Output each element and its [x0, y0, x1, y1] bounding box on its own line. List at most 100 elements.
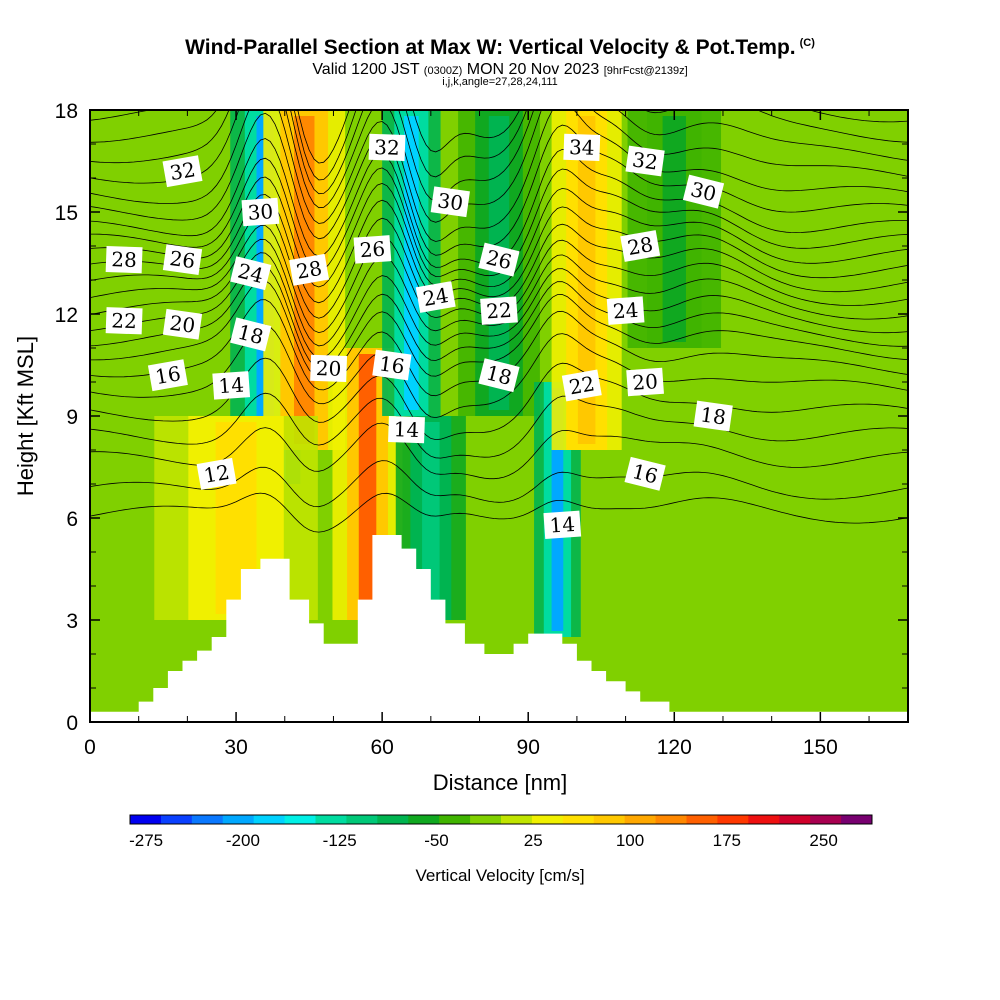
contour-label-text: 16 — [630, 459, 661, 488]
x-tick-label: 150 — [803, 736, 838, 759]
contour-label-text: 18 — [484, 360, 515, 389]
contour-label-text: 22 — [485, 298, 512, 324]
colorbar-label: -50 — [424, 831, 449, 850]
contour-label-text: 24 — [235, 258, 266, 287]
theta-contour-30 — [90, 110, 908, 242]
contour-label-bg — [105, 307, 143, 335]
contour-label-text: 34 — [569, 135, 595, 160]
theta-contour-16 — [90, 357, 908, 441]
contour-label-bg — [543, 510, 582, 540]
colorbar-swatch — [191, 815, 224, 824]
valid-utc: (0300Z) — [423, 65, 463, 77]
contour-label-text: 20 — [168, 311, 197, 338]
theta-contour-15 — [90, 392, 908, 459]
contour-label-text: 20 — [315, 356, 341, 381]
y-tick-label: 0 — [66, 712, 78, 735]
contour-label-bg — [415, 281, 456, 313]
theta-contour-31 — [90, 110, 908, 223]
contour-label-17: 22 — [105, 307, 143, 335]
contour-label-bg — [606, 296, 645, 325]
contour-label-9: 26 — [478, 242, 520, 277]
contour-label-bg — [624, 456, 666, 491]
y-tick-label: 9 — [66, 406, 78, 429]
terrain-shape — [90, 535, 908, 722]
contour-label-bg — [353, 235, 392, 264]
contour-label-bg — [372, 349, 412, 381]
contour-label-text: 26 — [359, 237, 386, 263]
contour-label-text: 30 — [688, 177, 719, 206]
theta-contour-12 — [90, 492, 908, 533]
index-line: i,j,k,angle=27,28,24,111 — [442, 76, 558, 88]
contour-label-text: 16 — [378, 351, 407, 378]
contour-label-15: 28 — [620, 230, 661, 262]
contour-label-bg — [230, 256, 272, 291]
contour-label-21: 14 — [212, 371, 251, 400]
velocity-band-core-4 — [422, 422, 440, 614]
colorbar-swatch — [160, 815, 193, 824]
contour-label-8: 30 — [430, 186, 470, 218]
y-tick-label: 6 — [66, 508, 78, 531]
velocity-band-core-3 — [404, 116, 419, 410]
colorbar-swatch — [501, 815, 533, 824]
theta-contour-19 — [90, 280, 908, 379]
theta-contour-22 — [90, 238, 908, 347]
contour-label-27: 14 — [388, 415, 425, 444]
theta-contour-34 — [90, 110, 908, 164]
contour-label-bg — [625, 145, 665, 177]
vertical-velocity-fill — [90, 110, 908, 722]
colorbar-swatch — [686, 815, 718, 824]
y-tick-label: 12 — [55, 304, 78, 327]
x-tick-label: 0 — [84, 736, 96, 759]
contour-label-text: 24 — [421, 283, 450, 311]
contour-label-bg — [162, 244, 203, 275]
contour-label-0: 32 — [162, 155, 203, 188]
contour-label-31: 14 — [543, 510, 582, 540]
contour-label-text: 22 — [567, 371, 596, 399]
contour-label-18: 20 — [162, 308, 203, 340]
colorbar-frame — [129, 814, 873, 825]
contour-label-text: 28 — [111, 247, 137, 272]
theta-contour-17 — [90, 324, 908, 419]
colorbar-swatch — [779, 815, 811, 824]
theta-contour-29 — [90, 112, 908, 256]
colorbar-swatch — [377, 815, 409, 824]
colorbar-label: -200 — [226, 831, 260, 850]
x-tick-label: 120 — [657, 736, 692, 759]
colorbar-swatch — [562, 815, 595, 824]
contour-label-bg — [105, 245, 143, 274]
axes: 0 30 60 90 120 150 0 3 6 9 12 15 18 — [55, 100, 908, 759]
contour-label-bg — [241, 197, 280, 227]
colorbar-swatch — [624, 815, 657, 824]
contour-label-bg — [230, 317, 272, 352]
contour-label-text: 32 — [631, 147, 660, 174]
chart-title-text: Wind-Parallel Section at Max W: Vertical… — [185, 36, 796, 59]
contour-labels: 32 30 28 26 24 28 26 32 30 26 24 22 34 32 30 28 24 22 20 18… — [105, 133, 733, 540]
copyright-mark: (C) — [799, 37, 815, 49]
theta-contour-27 — [90, 157, 908, 277]
contour-label-11: 22 — [480, 296, 518, 325]
x-tick-label: 30 — [224, 736, 247, 759]
contour-label-bg — [310, 354, 348, 383]
contour-label-text: 14 — [218, 373, 245, 399]
theta-contour-21 — [90, 252, 908, 359]
contour-label-22: 20 — [310, 354, 348, 383]
contour-label-2: 28 — [105, 245, 143, 274]
theta-contour-32 — [90, 110, 908, 201]
velocity-band-core-2 — [358, 354, 377, 614]
theta-contour-20 — [90, 265, 908, 369]
contour-label-bg — [561, 369, 602, 402]
theta-contour-25 — [90, 194, 908, 304]
y-axis-title: Height [Kft MSL] — [13, 336, 38, 496]
contour-label-text: 26 — [168, 246, 197, 273]
contour-label-text: 30 — [247, 199, 274, 225]
contour-label-bg — [147, 359, 188, 392]
colorbar-swatch — [810, 815, 842, 824]
colorbar-label: -275 — [129, 831, 163, 850]
contour-label-13: 32 — [625, 145, 665, 177]
colorbar-swatch — [841, 815, 873, 824]
contour-label-bg — [478, 242, 520, 277]
theta-contour-14 — [90, 422, 908, 480]
colorbar-label: 100 — [616, 831, 644, 850]
colorbar-swatch — [222, 815, 255, 824]
